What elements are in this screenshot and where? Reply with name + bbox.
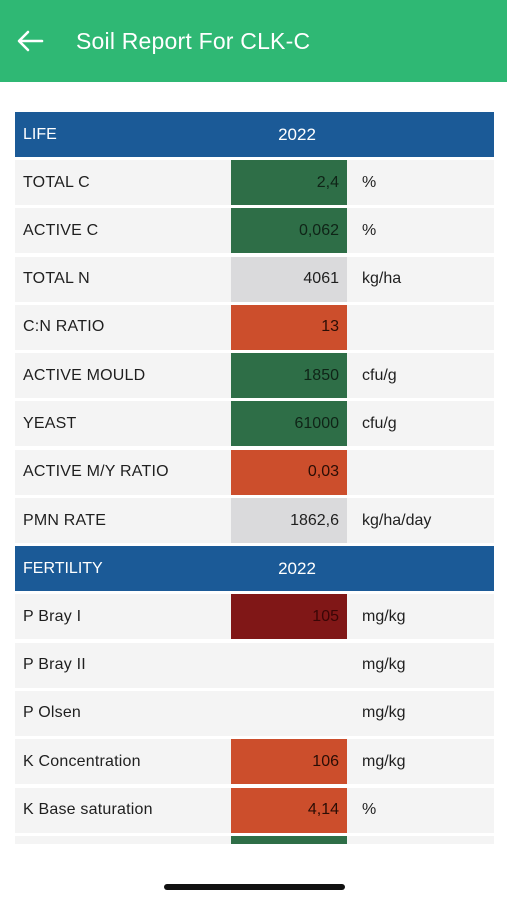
row-label: K Concentration [23, 752, 141, 770]
table-row-pmn-rate: PMN RATE 1862,6 kg/ha/day [15, 498, 494, 544]
row-unit: kg/ha [362, 270, 402, 288]
row-unit: mg/kg [362, 656, 406, 674]
row-label: PMN RATE [23, 511, 107, 529]
row-label: TOTAL N [23, 270, 90, 288]
row-value [231, 643, 347, 688]
table-row-active-mould: ACTIVE MOULD 1850 cfu/g [15, 353, 494, 399]
row-value: 106 [231, 739, 347, 785]
app-bar: Soil Report For CLK-C [0, 0, 507, 82]
row-label: P Bray I [23, 607, 82, 625]
table-row-cn-ratio: C:N RATIO 13 [15, 304, 494, 350]
row-label: K Base saturation [23, 801, 153, 819]
row-label-cell [15, 835, 231, 844]
row-value: 4061 [231, 256, 347, 302]
row-value: 4,14 [231, 787, 347, 833]
table-row-total-c: TOTAL C 2,4 % [15, 160, 494, 205]
row-label: ACTIVE C [23, 221, 99, 239]
table-row-yeast: YEAST 61000 cfu/g [15, 401, 494, 447]
row-unit: % [362, 173, 377, 191]
section-year: 2022 [278, 124, 316, 144]
row-unit: kg/ha/day [362, 511, 432, 529]
table-row-partial [15, 835, 494, 844]
row-unit: cfu/g [362, 366, 397, 384]
row-label: C:N RATIO [23, 318, 105, 336]
row-label: ACTIVE MOULD [23, 366, 146, 384]
arrow-left-icon [17, 30, 44, 52]
row-label: P Olsen [23, 704, 82, 722]
page-title: Soil Report For CLK-C [76, 27, 311, 54]
row-label: YEAST [23, 414, 77, 432]
row-value: 105 [231, 594, 347, 640]
report-table: LIFE 2022 TOTAL C 2,4 % ACTIVE C 0,062 %… [15, 112, 494, 844]
table-row-p-bray-1: P Bray I 105 mg/kg [15, 594, 494, 640]
row-unit-cell [347, 835, 494, 844]
row-label: TOTAL C [23, 173, 90, 191]
row-value: 61000 [231, 401, 347, 447]
table-row-active-my-ratio: ACTIVE M/Y RATIO 0,03 [15, 449, 494, 495]
section-header-life: LIFE 2022 [15, 112, 494, 157]
row-unit: % [362, 801, 377, 819]
row-value: 2,4 [231, 160, 347, 205]
row-value: 1850 [231, 353, 347, 399]
row-unit: mg/kg [362, 752, 406, 770]
row-unit: mg/kg [362, 607, 406, 625]
row-unit: cfu/g [362, 414, 397, 432]
row-value: 0,03 [231, 449, 347, 495]
table-row-total-n: TOTAL N 4061 kg/ha [15, 256, 494, 302]
row-label: ACTIVE M/Y RATIO [23, 463, 169, 481]
table-row-p-bray-2: P Bray II mg/kg [15, 642, 494, 688]
table-row-k-concentration: K Concentration 106 mg/kg [15, 739, 494, 785]
section-year: 2022 [278, 558, 316, 578]
row-unit: mg/kg [362, 704, 406, 722]
section-title: LIFE [23, 125, 57, 143]
back-button[interactable] [0, 0, 60, 82]
row-value: 0,062 [231, 208, 347, 254]
row-value: 1862,6 [231, 498, 347, 544]
home-indicator[interactable] [164, 884, 345, 890]
table-row-active-c: ACTIVE C 0,062 % [15, 208, 494, 254]
section-header-fertility: FERTILITY 2022 [15, 546, 494, 592]
row-value-cell [231, 835, 347, 844]
section-title: FERTILITY [23, 559, 103, 577]
row-value [231, 691, 347, 736]
row-unit: % [362, 221, 377, 239]
row-value: 13 [231, 304, 347, 350]
table-row-k-base-saturation: K Base saturation 4,14 % [15, 787, 494, 833]
row-label: P Bray II [23, 656, 86, 674]
table-row-p-olsen: P Olsen mg/kg [15, 690, 494, 736]
